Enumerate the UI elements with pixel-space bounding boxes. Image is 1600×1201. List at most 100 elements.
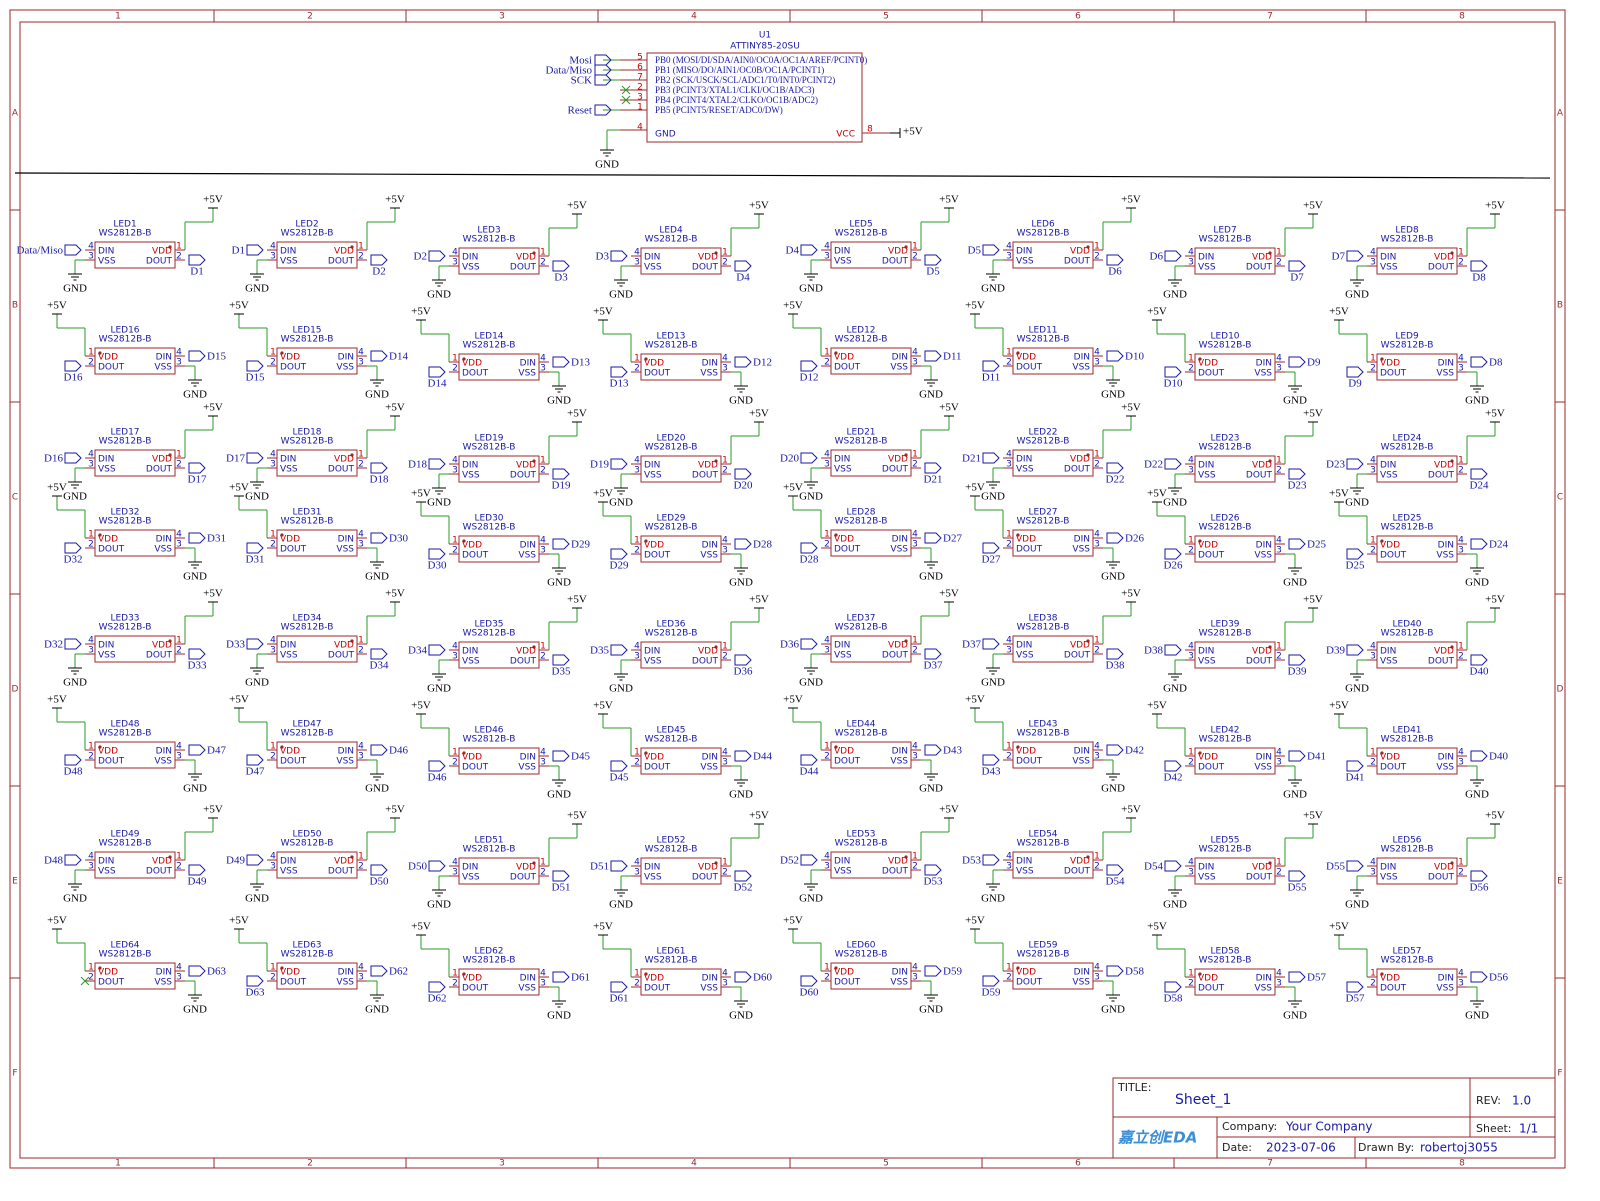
title-block: TITLE: Sheet_1 REV: 1.0 Company: Your Co… bbox=[1112, 1077, 1556, 1159]
gnd-label: GND bbox=[1283, 577, 1307, 589]
net-flag bbox=[428, 458, 446, 470]
net-label: D39 bbox=[1326, 645, 1345, 657]
pin-number: 2 bbox=[1458, 652, 1464, 662]
pin-name: VSS bbox=[1016, 257, 1034, 267]
net-label: D1 bbox=[190, 266, 203, 278]
pin-name: DIN bbox=[98, 455, 114, 465]
pin-name: VDD bbox=[462, 753, 482, 763]
pin-name: VSS bbox=[1254, 369, 1272, 379]
pin-number: 3 bbox=[1458, 979, 1464, 989]
pin1-dot bbox=[714, 645, 718, 649]
net-flag bbox=[594, 74, 612, 86]
pin-name: VDD bbox=[698, 253, 718, 263]
pin-number: 1 bbox=[634, 354, 640, 364]
pin-name: VDD bbox=[1252, 253, 1272, 263]
net-flag bbox=[924, 864, 942, 876]
pin-number: 2 bbox=[1370, 979, 1376, 989]
pin-name: VSS bbox=[1016, 651, 1034, 661]
net-label: D10 bbox=[1164, 378, 1183, 390]
net-label: D24 bbox=[1489, 539, 1508, 551]
net-flag bbox=[1346, 250, 1364, 262]
pin-number: 4 bbox=[358, 348, 364, 358]
net-flag bbox=[1470, 260, 1488, 272]
net-label: D61 bbox=[610, 993, 629, 1005]
pin-name: DOUT bbox=[328, 257, 355, 267]
net-label: D32 bbox=[44, 639, 63, 651]
pin-number: 2 bbox=[1188, 979, 1194, 989]
gnd-label: GND bbox=[63, 283, 87, 295]
pin-number: 4 bbox=[452, 858, 458, 868]
pin-name: VSS bbox=[1436, 984, 1454, 994]
pin1-dot bbox=[904, 639, 908, 643]
pin-name: VSS bbox=[154, 978, 172, 988]
pin1-dot bbox=[644, 751, 648, 755]
pin-number: 2 bbox=[1094, 252, 1100, 262]
led-part: WS2812B-B bbox=[281, 950, 334, 960]
net-label: D15 bbox=[207, 351, 226, 363]
pin-number: 2 bbox=[1458, 466, 1464, 476]
led-part: WS2812B-B bbox=[1199, 341, 1252, 351]
led-ref: LED17 bbox=[110, 428, 139, 438]
led-body bbox=[94, 449, 176, 477]
net-flag bbox=[800, 360, 818, 372]
pin-name: VSS bbox=[1072, 545, 1090, 555]
net-label: D49 bbox=[188, 876, 207, 888]
vcc-label: +5V bbox=[203, 194, 223, 206]
column-label: 4 bbox=[691, 12, 697, 22]
net-label: D14 bbox=[389, 351, 408, 363]
net-label: D19 bbox=[552, 480, 571, 492]
net-flag bbox=[610, 760, 628, 772]
pin-number: 4 bbox=[634, 456, 640, 466]
net-flag bbox=[800, 542, 818, 554]
gnd-label: GND bbox=[1101, 783, 1125, 795]
pin-name: DOUT bbox=[1428, 873, 1455, 883]
pin-name: VSS bbox=[700, 984, 718, 994]
gnd-label: GND bbox=[1101, 571, 1125, 583]
net-flag bbox=[1164, 644, 1182, 656]
pin-number: 3 bbox=[452, 466, 458, 476]
pin-name: DIN bbox=[702, 359, 718, 369]
pin1-dot bbox=[1086, 245, 1090, 249]
pin-number: 3 bbox=[176, 540, 182, 550]
led-body bbox=[458, 247, 540, 275]
net-flag bbox=[982, 754, 1000, 766]
no-connect bbox=[621, 85, 631, 95]
pin-name: DIN bbox=[1074, 747, 1090, 757]
pin-number: 2 bbox=[358, 862, 364, 872]
pin-name: VDD bbox=[888, 857, 908, 867]
net-flag bbox=[800, 754, 818, 766]
pin-name: DIN bbox=[1438, 541, 1454, 551]
pin-name: VSS bbox=[834, 257, 852, 267]
vcc-label: +5V bbox=[411, 700, 431, 712]
pin-number: 2 bbox=[1006, 752, 1012, 762]
net-label: D37 bbox=[962, 639, 981, 651]
gnd-label: GND bbox=[799, 491, 823, 503]
led-ref: LED54 bbox=[1028, 830, 1057, 840]
pin-name: DOUT bbox=[1198, 551, 1225, 561]
pin-name: DIN bbox=[156, 747, 172, 757]
pin-name: VSS bbox=[700, 551, 718, 561]
pin-name: DOUT bbox=[644, 984, 671, 994]
led-part: WS2812B-B bbox=[1381, 956, 1434, 966]
net-label: D25 bbox=[1307, 539, 1326, 551]
pin-number: 2 bbox=[824, 358, 830, 368]
pin-name: DOUT bbox=[280, 545, 307, 555]
led-ref: LED4 bbox=[659, 226, 683, 236]
pin-name: VDD bbox=[834, 968, 854, 978]
pin-name: DOUT bbox=[1246, 263, 1273, 273]
pin-name: VSS bbox=[98, 867, 116, 877]
pin-number: 3 bbox=[176, 973, 182, 983]
pin-number: 4 bbox=[1006, 450, 1012, 460]
pin-name: DIN bbox=[1380, 253, 1396, 263]
pin1-dot bbox=[462, 539, 466, 543]
pin-number: 1 bbox=[634, 536, 640, 546]
pin1-dot bbox=[1268, 459, 1272, 463]
pin-name: VSS bbox=[1072, 978, 1090, 988]
pin-number: 3 bbox=[540, 979, 546, 989]
pin-number: 6 bbox=[637, 63, 643, 73]
vcc-label: +5V bbox=[1121, 402, 1141, 414]
vcc-label: +5V bbox=[783, 300, 803, 312]
vcc-label: +5V bbox=[47, 300, 67, 312]
net-flag bbox=[1106, 864, 1124, 876]
pin-name: VSS bbox=[154, 545, 172, 555]
